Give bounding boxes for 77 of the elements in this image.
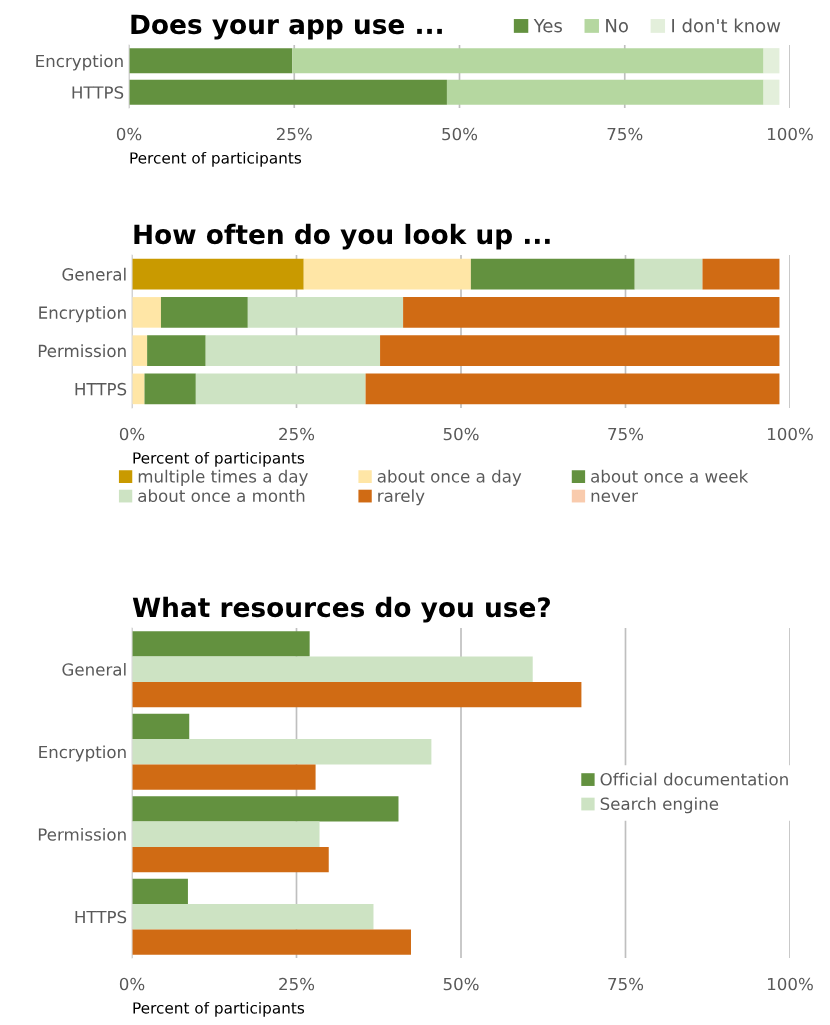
bar [132, 373, 145, 405]
y-tick-label: Encryption [39, 745, 126, 762]
y-tick-label: Permission [38, 827, 126, 841]
bar [205, 335, 381, 366]
bar [380, 335, 780, 366]
x-tick-label: 0% [119, 427, 145, 441]
y-tick-label: HTTPS [72, 86, 124, 99]
bar [132, 821, 320, 847]
x-tick-label: 75% [608, 427, 644, 441]
bar [132, 904, 374, 930]
bar [470, 258, 635, 290]
x-tick-label: 50% [442, 127, 478, 141]
legend-label: multiple times a day [138, 469, 308, 486]
bar [132, 739, 432, 765]
y-tick-label: Encryption [36, 54, 123, 71]
x-axis-title: Percent of participants [133, 451, 305, 467]
y-tick-label: Permission [38, 344, 126, 358]
y-tick-label: HTTPS [75, 382, 127, 396]
legend-label: Official documentation [600, 772, 788, 786]
x-tick-label: 25% [276, 127, 312, 141]
bar [132, 258, 304, 290]
x-tick-label: 0% [119, 977, 145, 991]
x-tick-label: 100% [768, 427, 813, 441]
legend-label: rarely [378, 489, 425, 506]
x-axis-title: Percent of participants [133, 1001, 305, 1017]
legend-label: about once a week [591, 469, 749, 483]
bar [132, 681, 582, 708]
bar [247, 297, 404, 328]
x-tick-label: 50% [443, 977, 479, 991]
y-tick-label: HTTPS [75, 910, 127, 924]
bar [763, 79, 780, 105]
bar [303, 258, 471, 290]
x-tick-label: 0% [116, 127, 142, 141]
x-tick-label: 100% [768, 127, 813, 141]
bar [129, 48, 293, 74]
legend-label: about once a day [377, 469, 522, 486]
legend-label: Yes [533, 19, 562, 33]
legend-label: about once a month [138, 489, 305, 503]
x-axis-title: Percent of participants [130, 151, 302, 167]
bar [132, 764, 316, 790]
y-tick-label: Encryption [39, 306, 126, 323]
legend-label: No [606, 19, 628, 33]
bar [132, 929, 411, 955]
bar [132, 297, 161, 328]
legend-label: never [591, 492, 638, 503]
bar [292, 48, 764, 74]
bar [160, 297, 248, 328]
legend-label: Search engine [600, 797, 719, 814]
bar [129, 79, 447, 105]
chart-title: What resources do you use? [132, 596, 550, 623]
bar [195, 373, 366, 405]
bar [132, 846, 329, 873]
bar [147, 335, 206, 366]
bar [132, 335, 148, 366]
x-tick-label: 25% [279, 977, 315, 991]
chart-title: Does your app use ... [131, 14, 442, 40]
legend-label: I don't know [672, 18, 781, 33]
x-tick-label: 50% [443, 427, 479, 441]
bar [702, 258, 780, 290]
bar [634, 258, 703, 290]
bar [132, 631, 310, 657]
y-tick-label: General [62, 662, 126, 676]
bar [403, 297, 780, 328]
bar [365, 373, 780, 405]
x-tick-label: 75% [607, 127, 643, 141]
bar [132, 713, 190, 740]
y-tick-label: General [62, 267, 126, 281]
bar [763, 48, 780, 74]
chart-title: How often do you look up ... [134, 223, 550, 250]
x-tick-label: 75% [608, 977, 644, 991]
bar [132, 796, 399, 822]
bar [446, 79, 764, 105]
bar [132, 878, 188, 905]
x-tick-label: 25% [279, 427, 315, 441]
bar [144, 373, 196, 405]
x-tick-label: 100% [768, 977, 813, 991]
bar [132, 656, 533, 682]
